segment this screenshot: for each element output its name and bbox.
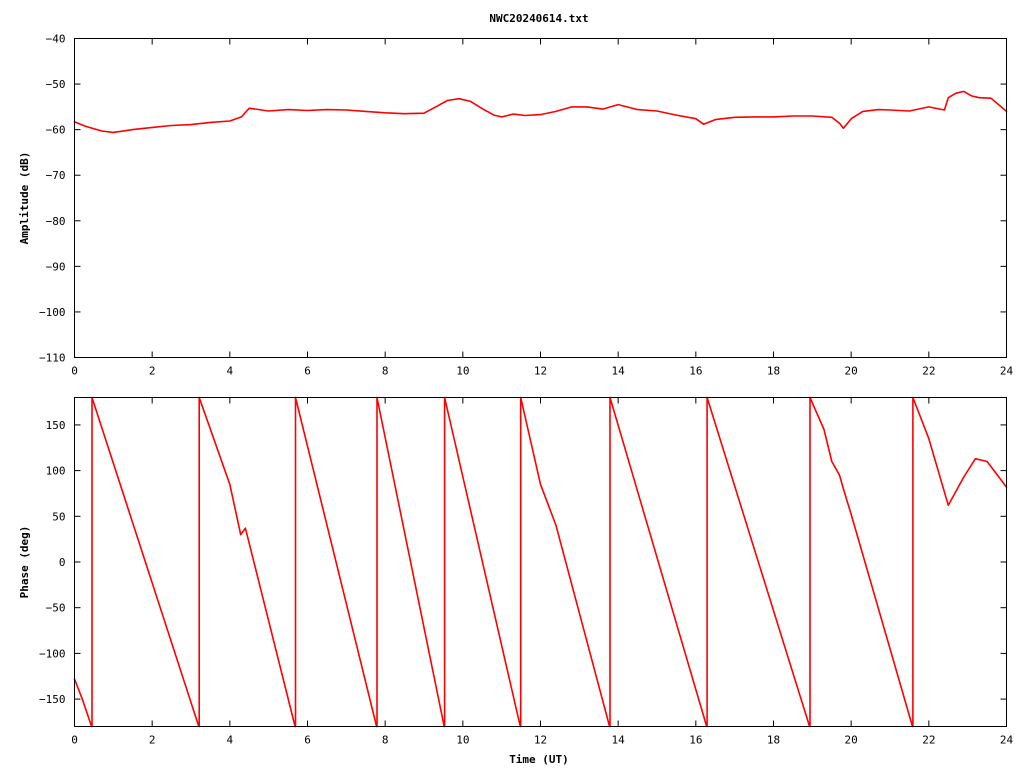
phase-x-tick-label: 24 <box>1000 734 1014 747</box>
amplitude-x-tick-label: 24 <box>1000 365 1014 378</box>
phase-y-tick-label: 150 <box>46 419 66 432</box>
phase-y-axis-label: Phase (deg) <box>18 526 31 599</box>
amplitude-x-tick-label: 0 <box>71 365 78 378</box>
amplitude-y-tick-label: −100 <box>39 306 66 319</box>
phase-x-tick-label: 16 <box>689 734 702 747</box>
amplitude-y-tick-label: −60 <box>46 124 66 137</box>
amplitude-y-tick-label: −90 <box>46 260 66 273</box>
phase-x-tick-label: 4 <box>227 734 234 747</box>
amplitude-x-tick-label: 6 <box>304 365 311 378</box>
phase-series-line <box>73 396 1008 728</box>
phase-y-tick-label: −150 <box>39 693 66 706</box>
phase-series-group <box>73 396 1008 728</box>
amplitude-ticks: 0 2 4 6 8 10 12 14 16 18 20 22 24−40−50−60−70−80−90−… <box>39 33 1013 378</box>
amplitude-x-tick-label: 2 <box>149 365 156 378</box>
phase-x-tick-label: 12 <box>534 734 547 747</box>
amplitude-series-line <box>73 90 1008 134</box>
amplitude-y-tick-label: −80 <box>46 215 66 228</box>
amplitude-y-tick-label: −70 <box>46 169 66 182</box>
amplitude-x-tick-label: 12 <box>534 365 547 378</box>
amplitude-x-tick-label: 18 <box>767 365 780 378</box>
phase-x-tick-label: 8 <box>382 734 389 747</box>
phase-x-tick-label: 6 <box>304 734 311 747</box>
phase-x-tick-label: 20 <box>845 734 858 747</box>
x-axis-label: Time (UT) <box>509 753 569 766</box>
phase-plot: 0 2 4 6 8 10 12 14 16 18 20 22 24150100500−50−100−15… <box>18 396 1014 766</box>
amplitude-x-tick-label: 4 <box>227 365 234 378</box>
amplitude-x-tick-label: 20 <box>845 365 858 378</box>
amplitude-x-tick-label: 10 <box>456 365 469 378</box>
phase-x-tick-label: 2 <box>149 734 156 747</box>
amplitude-x-tick-label: 14 <box>612 365 626 378</box>
phase-y-tick-label: −50 <box>46 602 66 615</box>
chart-title: NWC20240614.txt <box>489 12 588 25</box>
phase-x-tick-label: 14 <box>612 734 626 747</box>
amplitude-y-tick-label: −50 <box>46 78 66 91</box>
amplitude-x-tick-label: 16 <box>689 365 702 378</box>
amplitude-y-tick-label: −40 <box>46 33 66 46</box>
amplitude-series-group <box>73 90 1008 134</box>
amplitude-x-tick-label: 8 <box>382 365 389 378</box>
amplitude-plot: 0 2 4 6 8 10 12 14 16 18 20 22 24−40−50−60−70−80−90−… <box>18 33 1013 378</box>
amplitude-y-tick-label: −110 <box>39 352 66 365</box>
phase-y-tick-label: −100 <box>39 647 66 660</box>
phase-y-tick-label: 100 <box>46 465 66 478</box>
amplitude-y-axis-label: Amplitude (dB) <box>18 152 31 245</box>
phase-plot-frame <box>74 397 1007 727</box>
phase-y-tick-label: 0 <box>59 556 66 569</box>
phase-x-tick-label: 10 <box>456 734 469 747</box>
phase-y-tick-label: 50 <box>52 510 65 523</box>
amplitude-plot-frame <box>74 38 1007 358</box>
phase-ticks: 0 2 4 6 8 10 12 14 16 18 20 22 24150100500−50−100−15… <box>39 397 1014 747</box>
phase-x-tick-label: 18 <box>767 734 780 747</box>
amplitude-x-tick-label: 22 <box>922 365 935 378</box>
phase-x-tick-label: 22 <box>922 734 935 747</box>
phase-x-tick-label: 0 <box>71 734 78 747</box>
